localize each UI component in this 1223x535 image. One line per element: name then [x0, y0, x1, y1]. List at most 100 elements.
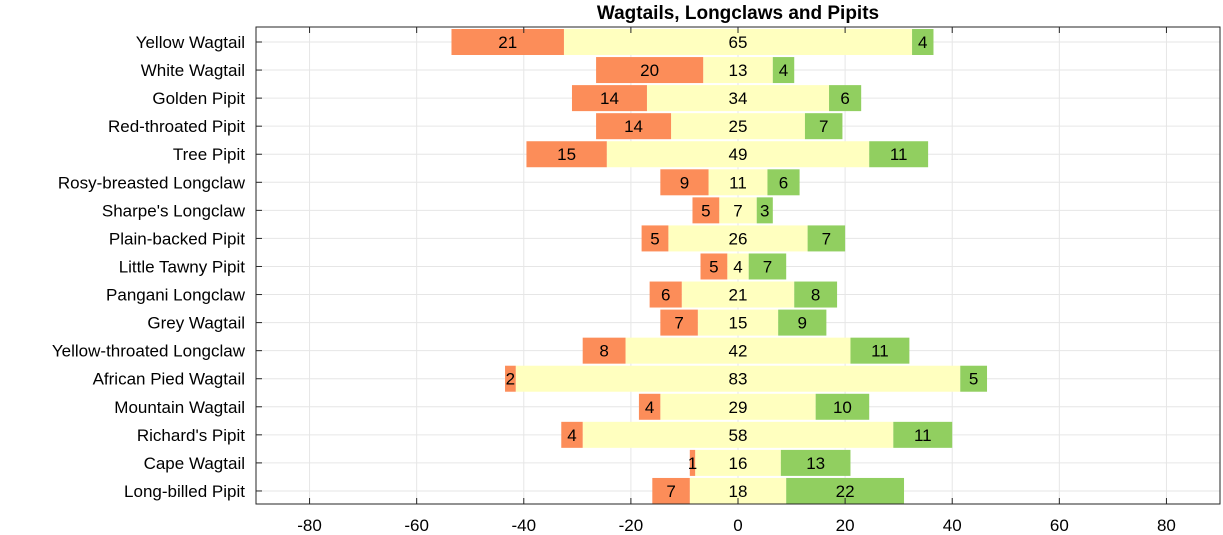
bar-left — [638, 393, 661, 420]
bar-center — [703, 57, 773, 84]
x-tick-label: -40 — [511, 516, 536, 535]
data-label: 34 — [729, 89, 748, 108]
bars — [451, 29, 988, 504]
data-label: 6 — [840, 89, 849, 108]
category-label: Rosy-breasted Longclaw — [58, 173, 246, 192]
data-label: 16 — [729, 454, 748, 473]
category-label: African Pied Wagtail — [93, 370, 245, 389]
bar-right — [960, 365, 988, 392]
bar-left — [596, 57, 704, 84]
x-tick-labels: -80 -60 -40 -20 0 20 40 60 80 — [297, 27, 1176, 535]
bar-right — [780, 449, 851, 476]
data-label: 15 — [729, 314, 748, 333]
bar-right — [748, 253, 787, 280]
bar-right — [893, 421, 953, 448]
bar-center — [660, 393, 816, 420]
data-label: 13 — [729, 61, 748, 80]
data-label: 26 — [729, 229, 748, 248]
data-label: 11 — [871, 342, 889, 361]
data-label: 5 — [650, 229, 659, 248]
bar-left — [505, 365, 516, 392]
data-label: 11 — [914, 426, 932, 445]
category-label: Cape Wagtail — [144, 454, 245, 473]
data-label: 6 — [661, 286, 670, 305]
bar-center — [708, 169, 768, 196]
data-label: 29 — [729, 398, 748, 417]
bar-left — [700, 253, 728, 280]
data-label: 7 — [819, 117, 828, 136]
bar-center — [515, 365, 961, 392]
data-label: 4 — [779, 61, 788, 80]
x-tick-label: 0 — [733, 516, 742, 535]
bar-right — [756, 197, 773, 224]
x-tick-label: -20 — [619, 516, 644, 535]
data-label: 7 — [763, 257, 772, 276]
category-labels: Yellow Wagtail White Wagtail Golden Pipit R… — [52, 33, 262, 501]
bar-left — [641, 225, 669, 252]
bar-left — [649, 281, 682, 308]
bar-right — [829, 85, 862, 112]
bar-right — [850, 337, 910, 364]
bar-center — [625, 337, 851, 364]
data-label: 4 — [918, 33, 927, 52]
bar-left — [689, 449, 696, 476]
category-label: Red-throated Pipit — [108, 117, 245, 136]
x-tick-label: 80 — [1157, 516, 1176, 535]
category-label: White Wagtail — [141, 61, 245, 80]
data-label: 3 — [760, 201, 769, 220]
data-label: 2 — [506, 370, 515, 389]
data-label: 20 — [640, 61, 659, 80]
data-label: 5 — [709, 257, 718, 276]
bar-center — [727, 253, 749, 280]
data-label: 11 — [729, 173, 747, 192]
bar-center — [606, 141, 870, 168]
bar-right — [815, 393, 870, 420]
data-label: 49 — [729, 145, 748, 164]
data-label: 7 — [822, 229, 831, 248]
bar-center — [719, 197, 757, 224]
data-label: 7 — [674, 314, 683, 333]
category-label: Yellow Wagtail — [136, 33, 245, 52]
bar-right — [794, 281, 838, 308]
bar-center — [668, 225, 808, 252]
bar-center — [671, 113, 805, 140]
data-label: 5 — [969, 370, 978, 389]
category-label: Long-billed Pipit — [124, 482, 245, 501]
bar-right — [912, 29, 934, 55]
data-label: 4 — [733, 257, 742, 276]
bar-right — [807, 225, 846, 252]
bar-left — [582, 337, 626, 364]
data-label: 21 — [498, 33, 517, 52]
x-tick-label: -80 — [297, 516, 322, 535]
bar-center — [681, 281, 795, 308]
data-label: 83 — [729, 370, 748, 389]
category-label: Mountain Wagtail — [114, 398, 245, 417]
bar-center — [646, 85, 830, 112]
category-label: Golden Pipit — [152, 89, 245, 108]
data-label: 15 — [557, 145, 576, 164]
category-label: Pangani Longclaw — [106, 286, 246, 305]
data-label: 5 — [701, 201, 710, 220]
data-label: 18 — [729, 482, 748, 501]
x-tick-label: 20 — [836, 516, 855, 535]
data-label: 21 — [729, 286, 748, 305]
bar-left — [451, 29, 564, 55]
data-label: 4 — [645, 398, 654, 417]
bar-left — [596, 113, 672, 140]
data-label: 22 — [836, 482, 855, 501]
data-label: 14 — [600, 89, 619, 108]
bar-right — [772, 57, 795, 84]
data-label: 8 — [599, 342, 608, 361]
data-label: 14 — [624, 117, 643, 136]
bar-left — [526, 141, 607, 168]
bar-center — [582, 421, 894, 448]
plot-border — [255, 26, 1221, 505]
data-label: 9 — [798, 314, 807, 333]
category-label: Little Tawny Pipit — [119, 257, 246, 276]
data-label: 4 — [567, 426, 576, 445]
bar-left — [660, 169, 709, 196]
category-label: Grey Wagtail — [147, 314, 245, 333]
data-label: 13 — [806, 454, 825, 473]
x-tick-label: 40 — [943, 516, 962, 535]
bar-center — [563, 29, 913, 55]
